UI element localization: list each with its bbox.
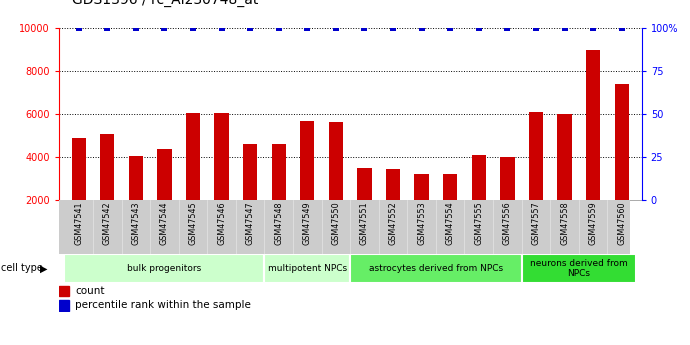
Text: GSM47554: GSM47554 <box>446 201 455 245</box>
Text: GSM47542: GSM47542 <box>103 201 112 245</box>
Point <box>416 25 427 30</box>
Text: GSM47550: GSM47550 <box>331 201 340 245</box>
Bar <box>272 144 286 200</box>
Bar <box>59 300 69 311</box>
Text: GSM47547: GSM47547 <box>246 201 255 245</box>
Point <box>359 25 370 30</box>
Text: ▶: ▶ <box>40 264 48 273</box>
Text: GSM47553: GSM47553 <box>417 201 426 245</box>
Point <box>473 25 484 30</box>
Bar <box>529 112 543 200</box>
Point <box>101 25 112 30</box>
Bar <box>386 169 400 200</box>
Bar <box>615 84 629 200</box>
Text: GSM47556: GSM47556 <box>503 201 512 245</box>
Text: bulk progenitors: bulk progenitors <box>127 264 201 273</box>
Text: GDS1396 / rc_AI230748_at: GDS1396 / rc_AI230748_at <box>72 0 259 7</box>
Bar <box>300 121 315 200</box>
Bar <box>243 144 257 200</box>
Point <box>245 25 256 30</box>
Text: multipotent NPCs: multipotent NPCs <box>268 264 347 273</box>
Point <box>73 25 84 30</box>
Point <box>388 25 399 30</box>
Text: cell type: cell type <box>1 264 43 273</box>
Bar <box>157 149 172 200</box>
Bar <box>500 157 515 200</box>
Bar <box>357 168 372 200</box>
Bar <box>472 155 486 200</box>
Bar <box>522 254 636 283</box>
Point <box>130 25 141 30</box>
Point <box>302 25 313 30</box>
Bar <box>64 254 264 283</box>
Bar <box>186 113 200 200</box>
Text: GSM47545: GSM47545 <box>188 201 197 245</box>
Bar <box>586 50 600 200</box>
Point <box>216 25 227 30</box>
Text: astrocytes derived from NPCs: astrocytes derived from NPCs <box>369 264 503 273</box>
Point <box>502 25 513 30</box>
Point <box>444 25 455 30</box>
Point <box>531 25 542 30</box>
Text: count: count <box>75 286 104 296</box>
Point <box>159 25 170 30</box>
Bar <box>100 134 115 200</box>
Text: GSM47557: GSM47557 <box>531 201 540 245</box>
Bar <box>351 254 522 283</box>
Bar <box>59 286 69 296</box>
Point <box>559 25 570 30</box>
Text: GSM47541: GSM47541 <box>74 201 83 245</box>
Text: GSM47559: GSM47559 <box>589 201 598 245</box>
Point <box>588 25 599 30</box>
Point <box>188 25 199 30</box>
Text: GSM47544: GSM47544 <box>160 201 169 245</box>
Text: neurons derived from
NPCs: neurons derived from NPCs <box>530 258 628 278</box>
Bar <box>215 114 228 200</box>
Bar <box>72 138 86 200</box>
Text: GSM47560: GSM47560 <box>617 201 627 245</box>
Point <box>616 25 627 30</box>
Text: GSM47543: GSM47543 <box>131 201 140 245</box>
Text: GSM47548: GSM47548 <box>274 201 283 245</box>
Bar <box>443 174 457 200</box>
Text: GSM47549: GSM47549 <box>303 201 312 245</box>
Text: GSM47552: GSM47552 <box>388 201 397 245</box>
Text: GSM47546: GSM47546 <box>217 201 226 245</box>
Point <box>331 25 342 30</box>
Text: GSM47551: GSM47551 <box>360 201 369 245</box>
Bar <box>558 114 572 200</box>
Bar <box>328 122 343 200</box>
Text: percentile rank within the sample: percentile rank within the sample <box>75 300 251 310</box>
Bar <box>128 156 143 200</box>
Bar <box>264 254 351 283</box>
Bar <box>415 174 428 200</box>
Point <box>273 25 284 30</box>
Text: GSM47558: GSM47558 <box>560 201 569 245</box>
Text: GSM47555: GSM47555 <box>474 201 483 245</box>
